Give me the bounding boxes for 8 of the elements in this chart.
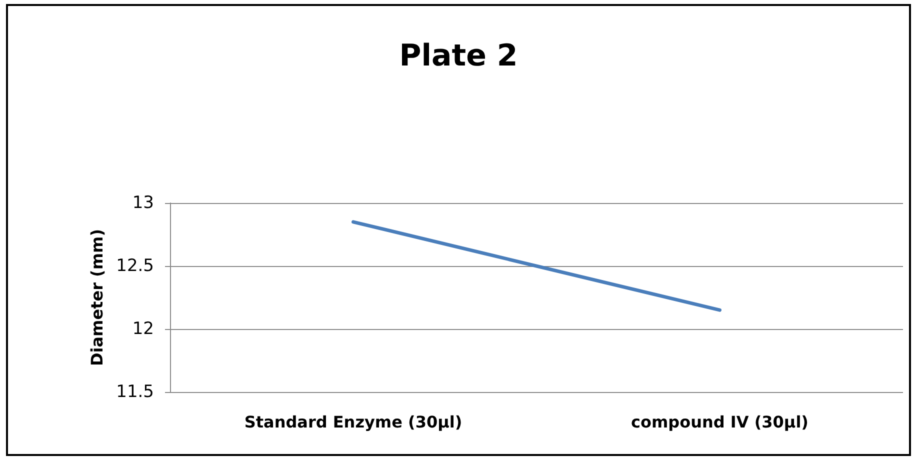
y-tick-label: 12 <box>132 319 154 339</box>
y-tick-label: 12.5 <box>116 256 154 276</box>
y-tick-label: 13 <box>132 193 154 213</box>
x-tick-label: Standard Enzyme (30µl) <box>244 412 462 432</box>
y-axis-title: Diameter (mm) <box>88 228 107 366</box>
y-tick-label: 11.5 <box>116 382 154 402</box>
x-tick-label: compound IV (30µl) <box>631 412 808 432</box>
chart-title: Plate 2 <box>399 38 518 74</box>
